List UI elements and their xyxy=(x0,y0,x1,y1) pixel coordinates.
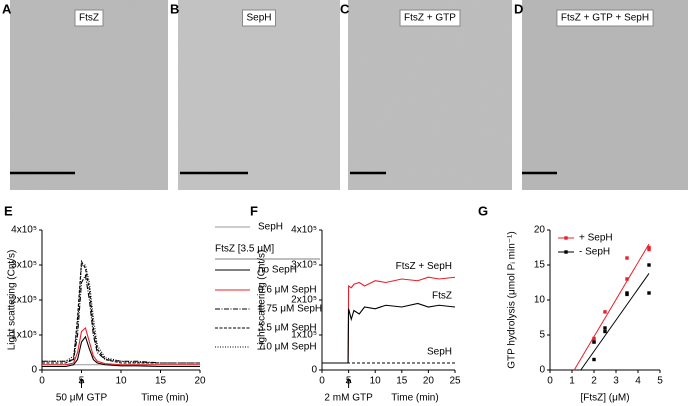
x-tick-label: 15 xyxy=(396,376,408,387)
legend-label: 1.75 μM SepH xyxy=(258,304,322,315)
series-line xyxy=(42,259,200,364)
x-tick-label: 0 xyxy=(39,376,45,387)
y-tick-label: 1x10⁵ xyxy=(11,330,37,341)
y-tick-label: 20 xyxy=(534,225,546,236)
x-tick-label: 4 xyxy=(635,376,641,387)
series-line xyxy=(42,335,200,368)
point xyxy=(647,263,651,267)
panel-letter: D xyxy=(514,1,523,16)
y-axis-label: Light scattering (Cnt/s) xyxy=(257,250,268,351)
y-tick-label: 1x10⁵ xyxy=(291,330,317,341)
point xyxy=(603,310,607,314)
y-axis-label: GTP hydrolysis (μmol Pᵢ min⁻¹) xyxy=(507,231,518,368)
x-tick-label: 0 xyxy=(547,376,553,387)
series-label: SepH xyxy=(427,347,452,358)
point xyxy=(603,329,607,334)
x-tick-label: 25 xyxy=(449,376,461,387)
point xyxy=(625,277,629,281)
y-tick-label: 0 xyxy=(539,365,545,376)
series-line xyxy=(42,264,200,364)
panel-letter: B xyxy=(170,1,179,16)
legend-title: FtsZ [3.5 μM] xyxy=(215,244,274,255)
x-axis-label: [FtsZ] (μM) xyxy=(580,393,629,404)
point xyxy=(592,336,596,341)
x-tick-label: 1 xyxy=(569,376,575,387)
series-line xyxy=(322,276,456,364)
label-box xyxy=(556,9,654,27)
micrograph-texture xyxy=(522,0,688,190)
x-tick-label: 10 xyxy=(370,376,382,387)
series-label: FtsZ + SepH xyxy=(396,261,452,272)
micrograph-texture xyxy=(10,0,168,190)
panel-letter: A xyxy=(2,1,12,16)
y-axis-label: Light scattering (Cnt/s) xyxy=(7,250,18,351)
x-tick-label: 2 xyxy=(591,376,597,387)
y-tick-label: 15 xyxy=(534,260,546,271)
point xyxy=(625,291,629,295)
annotation: 2 mM GTP xyxy=(324,393,373,404)
fit-line xyxy=(580,273,650,371)
legend-label: - SepH xyxy=(579,247,610,258)
point xyxy=(625,256,629,260)
image-label: SepH xyxy=(246,13,271,24)
annotation-arrow xyxy=(78,378,85,388)
y-tick-label: 0 xyxy=(311,365,317,376)
point xyxy=(647,291,651,295)
image-label: FtsZ + GTP + SepH xyxy=(561,13,649,24)
legend-label: SepH xyxy=(258,222,283,233)
point xyxy=(647,245,651,250)
label-box xyxy=(399,9,461,27)
panel-letter: G xyxy=(478,203,488,218)
series-line xyxy=(42,327,200,366)
x-tick-label: 20 xyxy=(194,376,206,387)
micrograph-texture xyxy=(348,0,512,190)
point xyxy=(603,326,607,330)
panel-letter: F xyxy=(250,203,258,218)
series-label: FtsZ xyxy=(432,291,452,302)
fit-line xyxy=(573,243,650,371)
label-box xyxy=(74,9,104,27)
x-tick-label: 3 xyxy=(613,376,619,387)
x-tick-label: 20 xyxy=(423,376,435,387)
y-tick-label: 3x10⁵ xyxy=(291,260,317,271)
x-tick-label: 0 xyxy=(319,376,325,387)
label-box xyxy=(241,9,277,27)
x-tick-label: 15 xyxy=(155,376,167,387)
legend-marker xyxy=(564,236,568,240)
y-tick-label: 4x10⁵ xyxy=(291,225,317,236)
series-line xyxy=(322,302,456,364)
panel-letter: E xyxy=(4,203,13,218)
point xyxy=(647,247,651,252)
legend-label: no SepH xyxy=(258,265,297,276)
y-tick-label: 5 xyxy=(539,330,545,341)
x-axis-label: Time (min) xyxy=(391,393,438,404)
x-tick-label: 5 xyxy=(657,376,663,387)
y-tick-label: 10 xyxy=(534,295,546,306)
y-tick-label: 4x10⁵ xyxy=(11,225,37,236)
panel-letter: C xyxy=(340,1,350,16)
point xyxy=(592,357,596,362)
image-label: FtsZ + GTP xyxy=(404,13,456,24)
x-tick-label: 10 xyxy=(115,376,127,387)
annotation: 50 μM GTP xyxy=(56,393,108,404)
annotation-arrow xyxy=(345,378,352,388)
y-tick-label: 3x10⁵ xyxy=(11,260,37,271)
series-line xyxy=(42,273,200,364)
legend-marker xyxy=(564,250,568,254)
legend-label: 3.5 μM SepH xyxy=(258,323,317,334)
y-tick-label: 2x10⁵ xyxy=(291,295,317,306)
y-tick-label: 2x10⁵ xyxy=(11,295,37,306)
image-label: FtsZ xyxy=(79,13,99,24)
y-tick-label: 0 xyxy=(31,365,37,376)
legend-label: + SepH xyxy=(579,233,613,244)
x-axis-label: Time (min) xyxy=(141,393,188,404)
micrograph-texture xyxy=(178,0,340,190)
legend-label: 0.6 μM SepH xyxy=(258,285,317,296)
legend-label: 7.0 μM SepH xyxy=(258,342,317,353)
point xyxy=(592,340,596,344)
